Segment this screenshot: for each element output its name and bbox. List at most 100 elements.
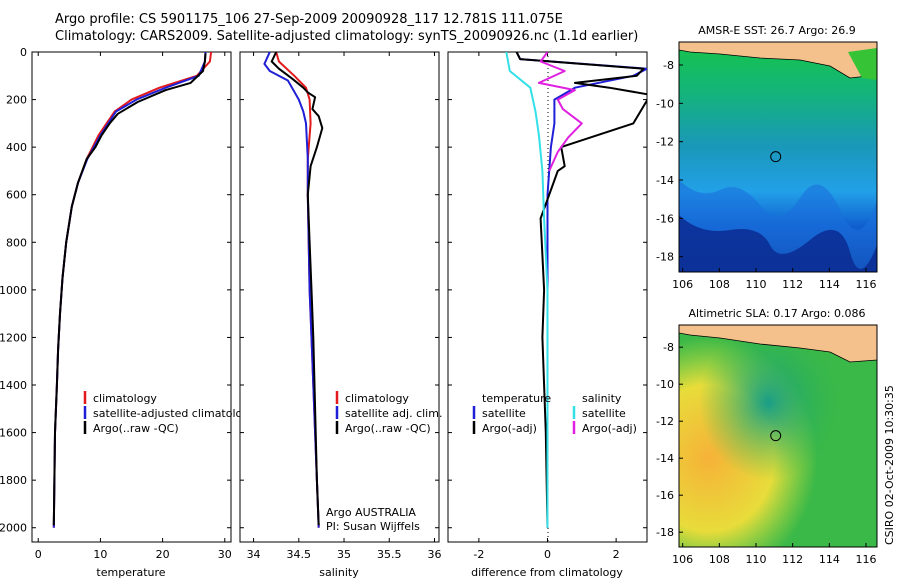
y-tick-label: 1000 [0,284,27,297]
map-x-tick-label: 116 [856,278,877,291]
y-tick-label: 1400 [0,379,27,392]
csiro-credit: CSIRO 02-Oct-2009 10:30:35 [883,385,896,545]
sla-map: Altimetric SLA: 0.17 Argo: 0.086 106 108 1… [656,307,878,566]
legend-temp-argo-label: Argo(-adj) [482,422,537,435]
x-tick-label: 30 [218,548,232,561]
y-tick-label: 0 [20,46,27,59]
x-tick-label: 2 [613,548,620,561]
map-y-tick-label: -14 [656,452,674,465]
difference-panel: -2 0 2 difference from climatology tempera… [447,51,648,579]
map-x-tick-label: 114 [819,553,840,566]
y-tick-label: 800 [6,236,27,249]
x-tick-label: 10 [93,548,107,561]
salinity-ticks: 34 34.5 35 35.5 36 [240,51,441,561]
legend-climatology-label: climatology [93,392,157,405]
legend-satellite-label: satellite-adjusted climatology [93,407,256,420]
map-x-tick-label: 112 [782,278,803,291]
map-x-tick-label: 114 [819,278,840,291]
x-tick-label: 35 [337,548,351,561]
y-tick-label: 1800 [0,474,27,487]
map-x-tick-label: 108 [709,278,730,291]
x-tick-label: 0 [35,548,42,561]
profile-title: Argo profile: CS 5901175_106 27-Sep-2009… [55,12,563,27]
x-tick-label: 36 [427,548,441,561]
argo-program-label: Argo AUSTRALIA [326,506,416,519]
y-tick-label: 1600 [0,427,27,440]
legend-salinity-heading: salinity [582,392,622,405]
map-y-tick-label: -10 [656,97,674,110]
sla-map-title: Altimetric SLA: 0.17 Argo: 0.086 [688,307,865,320]
legend-argo-label: Argo(..raw -QC) [345,422,431,435]
map-y-tick-label: -18 [656,251,674,264]
series-line-argo-raw-qc [270,52,324,526]
map-x-tick-label: 108 [709,553,730,566]
map-y-tick-label: -12 [656,136,674,149]
salinity-axes-box [239,51,440,543]
sst-map: AMSR-E SST: 26.7 Argo: 26.9 106 108 110 112… [656,24,878,291]
map-y-tick-label: -16 [656,489,674,502]
x-tick-label: 34 [247,548,261,561]
difference-series [505,52,647,528]
y-tick-label: 1200 [0,331,27,344]
map-x-tick-label: 112 [782,553,803,566]
y-tick-label: 600 [6,189,27,202]
map-y-tick-label: -10 [656,378,674,391]
difference-ticks: -2 0 2 [448,51,647,561]
temperature-legend: climatology satellite-adjusted climatolo… [83,391,256,435]
map-y-tick-label: -12 [656,415,674,428]
climatology-subtitle: Climatology: CARS2009. Satellite-adjuste… [55,29,639,44]
sst-deep-band [679,215,877,272]
difference-legend: temperature satellite Argo(-adj) salinit… [472,392,637,435]
sst-java-landmass [679,42,877,79]
legend-sal-argo-label: Argo(-adj) [582,422,637,435]
pi-label: PI: Susan Wijffels [326,520,420,533]
temperature-series [52,52,213,528]
legend-sal-satellite-label: satellite [582,407,626,420]
sst-map-ticks: 106 108 110 112 114 116 -8 -10 -12 -14 -16 -18 [656,59,876,291]
x-tick-label: 35.5 [377,548,402,561]
map-y-tick-label: -18 [656,526,674,539]
map-y-tick-label: -8 [663,341,674,354]
temperature-axes-box [31,51,232,543]
map-x-tick-label: 106 [672,278,693,291]
sla-argo-location-marker [770,430,782,442]
salinity-xlabel: salinity [319,566,359,579]
sla-map-ticks: 106 108 110 112 114 116 -8 -10 -12 -14 -16 -18 [656,341,876,566]
sst-map-title: AMSR-E SST: 26.7 Argo: 26.9 [698,24,856,37]
sst-argo-location-marker [770,151,782,163]
x-tick-label: 20 [156,548,170,561]
x-tick-label: 34.5 [287,548,312,561]
x-tick-label: 0 [544,548,551,561]
difference-xlabel: difference from climatology [471,566,623,579]
map-y-tick-label: -16 [656,212,674,225]
map-x-tick-label: 110 [746,553,767,566]
temperature-xlabel: temperature [96,566,165,579]
legend-satellite-label: satellite adj. clim. [345,407,442,420]
series-line-argo-raw-qc [52,53,207,526]
sla-map-frame [678,324,878,548]
y-tick-label: 400 [6,141,27,154]
map-y-tick-label: -8 [663,59,674,72]
map-x-tick-label: 110 [746,278,767,291]
sst-map-frame [678,41,878,273]
salinity-panel: 34 34.5 35 35.5 36 salinity climatology sate… [239,51,442,579]
sla-java-landmass [679,325,877,363]
sla-negative-anomaly [679,325,877,547]
map-y-tick-label: -14 [656,174,674,187]
temperature-ticks: 0 10 20 30 0 200 400 600 800 1000 1200 1400 1600 1800… [0,46,232,561]
legend-argo-label: Argo(..raw -QC) [93,422,179,435]
legend-temp-satellite-label: satellite [482,407,526,420]
y-tick-label: 2000 [0,522,27,535]
legend-temperature-heading: temperature [482,392,551,405]
series-line-salinity-argo-adj [537,52,583,172]
salinity-legend: climatology satellite adj. clim. Argo(..… [335,391,442,435]
salinity-series [263,52,324,528]
legend-climatology-label: climatology [345,392,409,405]
series-line-salinity-satellite [505,52,549,528]
map-x-tick-label: 116 [856,553,877,566]
x-tick-label: -2 [473,548,484,561]
map-x-tick-label: 106 [672,553,693,566]
y-tick-label: 200 [6,94,27,107]
series-line-temperature-argo-adj [515,52,647,528]
